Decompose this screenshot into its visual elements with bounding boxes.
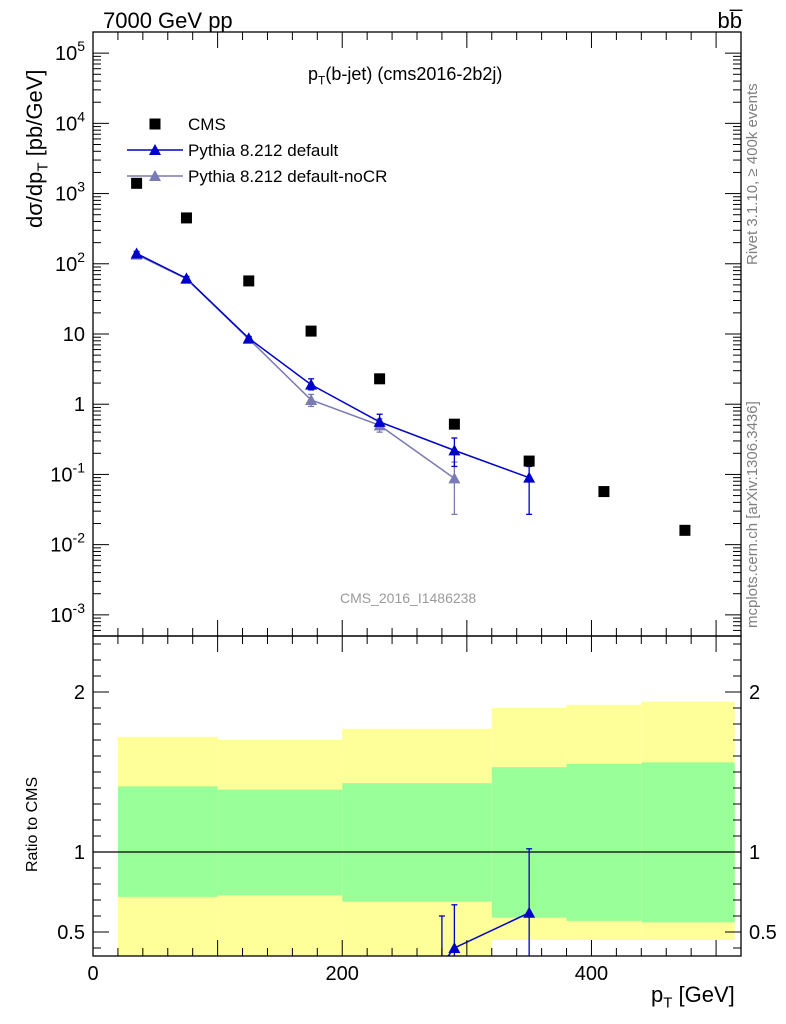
- y-tick-label: 105: [55, 38, 85, 65]
- legend-marker-default: [149, 144, 161, 155]
- ratio-band-green: [641, 762, 735, 923]
- ratio-band-green: [217, 789, 343, 896]
- y-tick-label: 10-3: [50, 600, 85, 627]
- x-tick-label: 200: [326, 963, 359, 985]
- upper-y-axis-label: dσ/dpT [pb/GeV]: [22, 69, 52, 228]
- y-tick-label: 104: [55, 108, 85, 135]
- legend-label: Pythia 8.212 default: [188, 141, 339, 160]
- cms-data-point: [448, 418, 460, 430]
- ratio-band-green: [117, 786, 218, 897]
- ratio-y-tick-label-right: 0.5: [749, 922, 777, 944]
- cms-data-point: [374, 373, 386, 385]
- cms-data-point: [679, 524, 691, 536]
- ratio-y-tick-label: 2: [74, 682, 85, 704]
- legend-marker-cms: [149, 118, 161, 130]
- mc-point: [305, 378, 318, 390]
- mcplots-label: mcplots.cern.ch [arXiv:1306.3436]: [744, 401, 761, 628]
- mc-point: [180, 272, 193, 284]
- mc-point: [373, 415, 386, 427]
- x-tick-label: 0: [87, 963, 98, 985]
- cms-data-point: [598, 486, 610, 498]
- mc-point: [305, 393, 318, 405]
- ratio-point: [523, 906, 536, 918]
- legend-label: Pythia 8.212 default-noCR: [188, 167, 387, 186]
- mc-point: [448, 444, 461, 456]
- rivet-label: Rivet 3.1.10, ≥ 400k events: [744, 83, 761, 265]
- legend: CMS Pythia 8.212 default Pythia 8.212 defa…: [127, 115, 387, 186]
- y-tick-label: 103: [55, 179, 85, 206]
- mc-point: [242, 332, 255, 344]
- ratio-band-green: [342, 783, 492, 902]
- y-tick-label: 10-2: [50, 530, 85, 557]
- ratio-y-tick-label: 1: [74, 842, 85, 864]
- ratio-y-tick-label: 0.5: [57, 922, 85, 944]
- mc-point: [523, 471, 536, 483]
- y-tick-label: 102: [55, 249, 85, 276]
- series-noCR: [133, 251, 458, 516]
- chart-title: pT(b-jet) (cms2016-2b2j): [308, 64, 503, 88]
- cms-data-point: [305, 325, 317, 337]
- lower-y-axis-label: Ratio to CMS: [24, 776, 41, 872]
- x-tick-label: 400: [575, 963, 608, 985]
- x-axis-label: pT [GeV]: [651, 982, 735, 1012]
- y-tick-label: 10-1: [50, 459, 85, 486]
- ratio-point: [448, 942, 461, 953]
- cms-data-point: [243, 275, 255, 287]
- ratio-y-tick-label-right: 1: [749, 842, 760, 864]
- series-line: [136, 252, 530, 479]
- series-line: [136, 253, 455, 479]
- header-left-label: 7000 GeV pp: [103, 8, 233, 33]
- legend-label: CMS: [188, 115, 226, 134]
- mc-point: [448, 472, 461, 484]
- watermark-label: CMS_2016_I1486238: [340, 590, 477, 606]
- ratio-point: [436, 958, 448, 969]
- cms-data-point: [523, 455, 535, 467]
- y-tick-label: 10: [63, 324, 85, 346]
- ratio-band-green: [566, 764, 642, 921]
- series-default: [133, 250, 533, 516]
- mc-point: [130, 247, 143, 259]
- ratio-bands: [117, 701, 735, 956]
- legend-marker-noCR: [149, 170, 161, 181]
- ratio-y-tick-label-right: 2: [749, 682, 760, 704]
- header-right-label: bb̅: [717, 8, 742, 33]
- cms-data-point: [131, 177, 143, 189]
- y-tick-label: 1: [74, 394, 85, 416]
- cms-data-point: [180, 212, 192, 224]
